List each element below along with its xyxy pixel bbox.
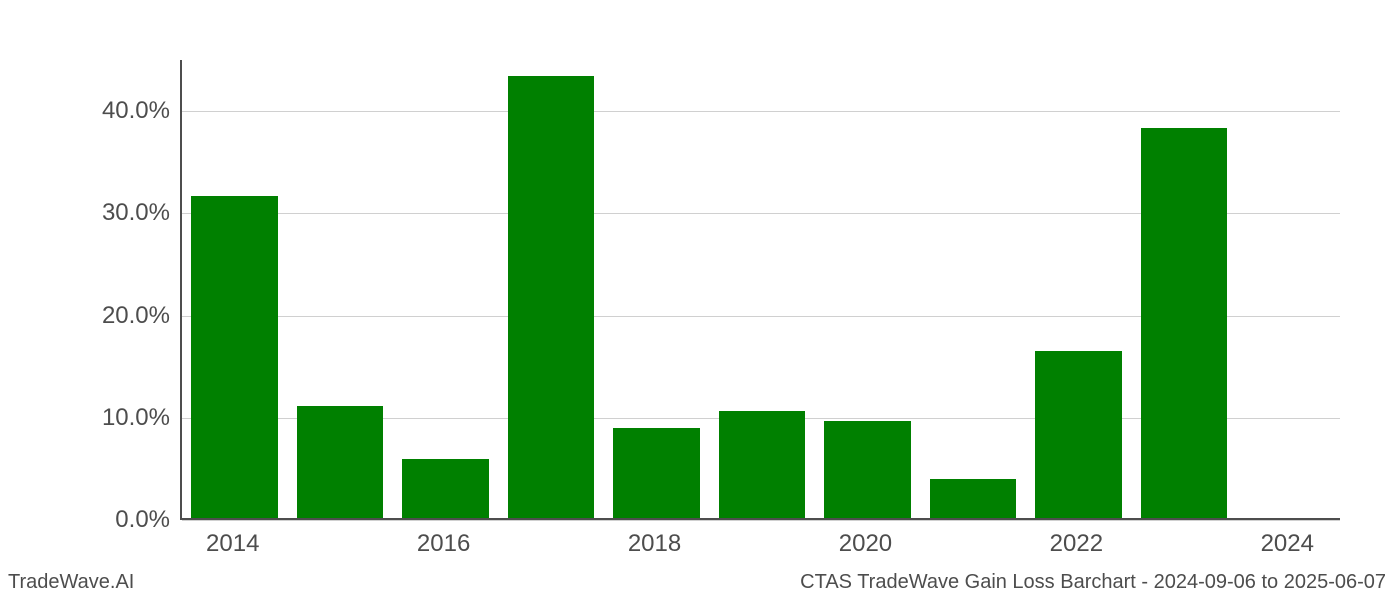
x-tick-label: 2020 xyxy=(839,530,892,558)
chart-container: TradeWave.AI CTAS TradeWave Gain Loss Ba… xyxy=(0,0,1400,600)
bar xyxy=(930,479,1016,518)
footer-left-credit: TradeWave.AI xyxy=(8,571,134,594)
x-tick-label: 2022 xyxy=(1050,530,1103,558)
gridline xyxy=(182,111,1340,112)
y-tick-label: 0.0% xyxy=(115,506,170,534)
x-tick-label: 2014 xyxy=(206,530,259,558)
gridline xyxy=(182,520,1340,521)
bar xyxy=(613,428,699,518)
footer-right-caption: CTAS TradeWave Gain Loss Barchart - 2024… xyxy=(800,571,1386,594)
plot-area xyxy=(180,60,1340,520)
bar xyxy=(297,406,383,518)
x-tick-label: 2016 xyxy=(417,530,470,558)
x-tick-label: 2024 xyxy=(1261,530,1314,558)
bar xyxy=(1141,128,1227,518)
y-tick-label: 30.0% xyxy=(102,199,170,227)
x-tick-label: 2018 xyxy=(628,530,681,558)
bar xyxy=(191,196,277,518)
bar xyxy=(824,421,910,518)
bar xyxy=(402,459,488,518)
y-tick-label: 40.0% xyxy=(102,97,170,125)
y-tick-label: 20.0% xyxy=(102,302,170,330)
bar xyxy=(1035,351,1121,518)
y-tick-label: 10.0% xyxy=(102,404,170,432)
bar xyxy=(508,76,594,518)
bar xyxy=(719,411,805,518)
